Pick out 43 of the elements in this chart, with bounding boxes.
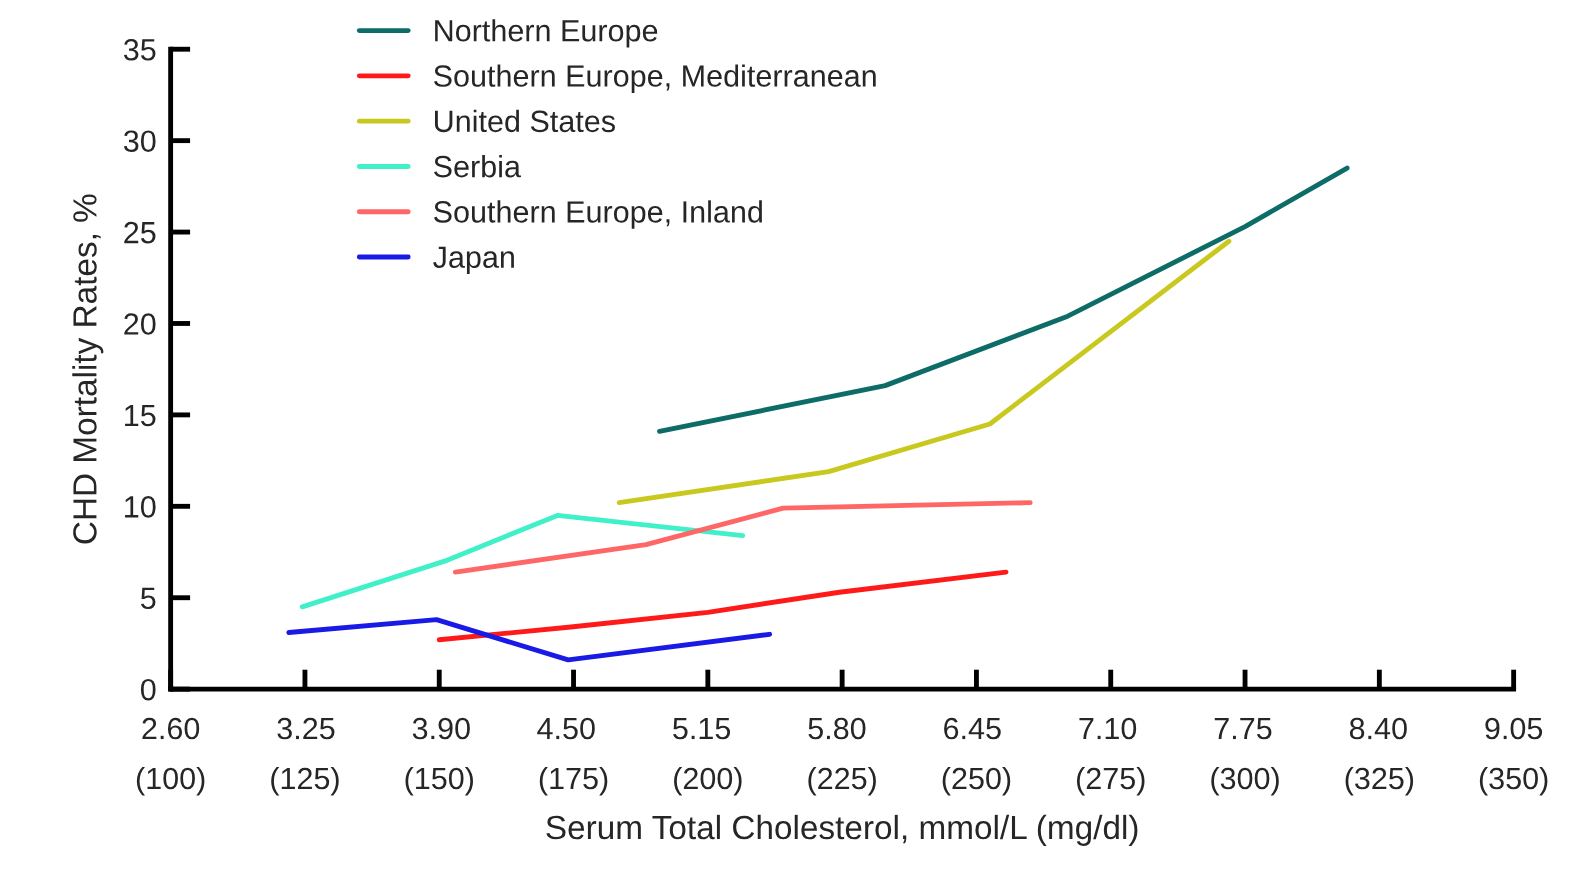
y-tick-label: 5 [140, 587, 156, 610]
y-tick-label: 10 [125, 496, 156, 518]
line-series [616, 238, 1232, 506]
legend-label: Serbia [434, 155, 521, 178]
x-tick-label: (350) [1479, 766, 1548, 796]
x2-tick-label: 6.45 [944, 717, 1001, 740]
legend-label: Northern Europe [435, 19, 658, 48]
x2-tick-label: 4.50 [537, 717, 595, 740]
x-tick-label: (275) [1076, 766, 1145, 796]
line-series [436, 569, 1009, 643]
line-series [299, 513, 746, 610]
line-series [286, 617, 773, 663]
x-axis-title: Serum Total Cholesterol, mmol/L (mg/dl) [546, 814, 1138, 846]
x-tick-label: (125) [271, 766, 339, 796]
y-axis-title: CHD Mortality Rates, % [72, 194, 104, 544]
line-series [452, 500, 1033, 575]
legend-label: Southern Europe, Mediterranean [434, 64, 876, 93]
x-tick-label: (175) [539, 766, 608, 796]
x2-tick-label: 7.10 [1079, 717, 1137, 740]
x2-tick-label: 3.90 [412, 717, 470, 740]
x-tick-label: (325) [1345, 766, 1414, 796]
x2-tick-label: 5.80 [808, 717, 866, 740]
legend-label: Southern Europe, Inland [434, 200, 762, 229]
y-tick-label: 25 [124, 221, 156, 244]
x-tick-label: (100) [136, 766, 205, 796]
y-tick-label: 15 [125, 404, 156, 427]
x2-tick-label: 7.75 [1214, 718, 1272, 740]
x-tick-label: (225) [808, 766, 876, 796]
x2-tick-label: 9.05 [1485, 717, 1543, 740]
x-tick-label: (250) [942, 766, 1011, 796]
x-tick-label: (200) [674, 766, 742, 796]
x2-tick-label: 5.15 [673, 718, 731, 740]
y-tick-label: 0 [140, 678, 156, 701]
legend-label: United States [434, 109, 615, 133]
x-tick-label: (300) [1211, 766, 1279, 796]
x2-tick-label: 2.60 [142, 717, 200, 740]
y-tick-label: 35 [123, 38, 156, 61]
y-tick-label: 20 [124, 313, 156, 335]
x-tick-label: (150) [405, 766, 474, 796]
x2-tick-label: 8.40 [1349, 717, 1407, 740]
y-tick-label: 30 [123, 130, 156, 153]
legend-label: Japan [433, 246, 514, 275]
x2-tick-label: 3.25 [277, 717, 335, 740]
